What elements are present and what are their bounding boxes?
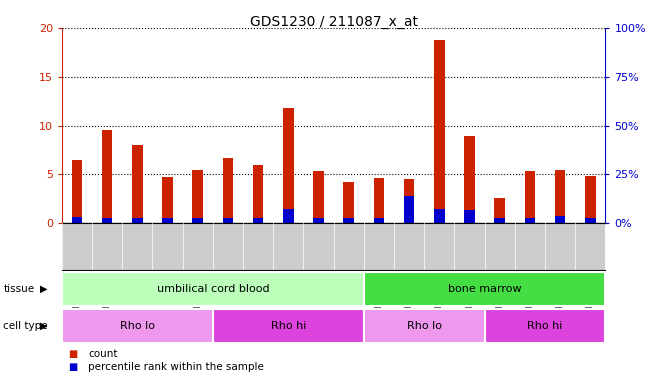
Bar (102, 129, 113, 223)
Text: Rho hi: Rho hi (527, 321, 562, 331)
Text: cell type: cell type (3, 321, 48, 331)
Bar (193, 218, 203, 223)
Bar (223, 158, 233, 223)
Bar (404, 196, 415, 223)
Bar (374, 178, 384, 223)
Bar (162, 218, 173, 223)
Text: GDS1230 / 211087_x_at: GDS1230 / 211087_x_at (249, 15, 418, 29)
Bar (374, 218, 384, 223)
Bar (102, 218, 113, 223)
Bar (132, 145, 143, 223)
Bar (464, 210, 475, 223)
Text: ▶: ▶ (40, 321, 48, 331)
Bar (223, 218, 233, 223)
Bar (72, 217, 82, 223)
Bar (313, 171, 324, 223)
Text: Rho lo: Rho lo (120, 321, 155, 331)
Bar (434, 210, 445, 223)
Bar (585, 218, 596, 223)
Text: ■: ■ (68, 350, 77, 359)
Text: ▶: ▶ (40, 284, 48, 294)
Bar (495, 218, 505, 223)
Bar (253, 165, 264, 223)
Text: Rho hi: Rho hi (271, 321, 306, 331)
Bar (283, 209, 294, 223)
Bar (495, 198, 505, 223)
Bar (344, 218, 354, 223)
Bar (525, 171, 535, 223)
Text: percentile rank within the sample: percentile rank within the sample (88, 362, 264, 372)
Bar (555, 171, 566, 223)
Bar (313, 218, 324, 223)
FancyBboxPatch shape (213, 309, 364, 343)
Bar (464, 136, 475, 223)
FancyBboxPatch shape (364, 309, 484, 343)
Bar (344, 182, 354, 223)
Text: Rho lo: Rho lo (407, 321, 442, 331)
Bar (283, 108, 294, 223)
Bar (132, 218, 143, 223)
Bar (404, 179, 415, 223)
Bar (555, 216, 566, 223)
Text: umbilical cord blood: umbilical cord blood (156, 284, 269, 294)
Bar (193, 170, 203, 223)
Bar (162, 177, 173, 223)
Bar (585, 176, 596, 223)
Text: tissue: tissue (3, 284, 35, 294)
FancyBboxPatch shape (62, 272, 364, 306)
Bar (434, 40, 445, 223)
Text: count: count (88, 350, 117, 359)
FancyBboxPatch shape (62, 309, 213, 343)
Bar (72, 160, 82, 223)
FancyBboxPatch shape (484, 309, 605, 343)
Text: bone marrow: bone marrow (448, 284, 521, 294)
Bar (253, 218, 264, 223)
Bar (525, 218, 535, 223)
Text: ■: ■ (68, 362, 77, 372)
FancyBboxPatch shape (364, 272, 605, 306)
